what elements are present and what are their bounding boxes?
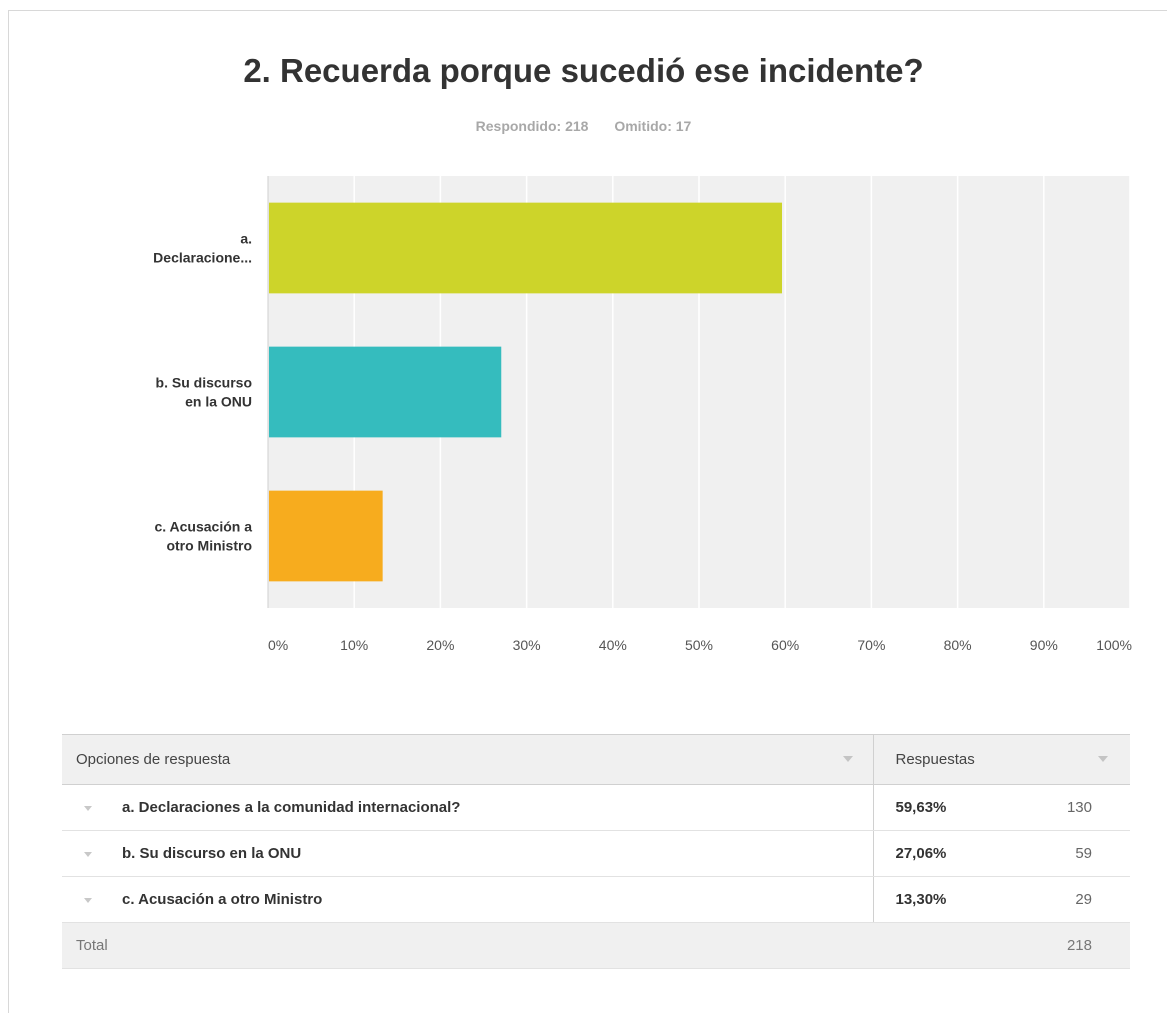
total-count: 218 <box>1003 922 1130 969</box>
bar <box>269 202 783 294</box>
category-label: otro Ministro <box>166 538 252 554</box>
bar-chart: a. Declaracione... b. Su discurso en la ONU… <box>153 176 1132 653</box>
x-tick-label: 70% <box>857 637 885 653</box>
category-label: c. Acusación a <box>154 519 252 535</box>
category-label: Declaracione... <box>153 250 252 266</box>
x-tick-label: 20% <box>426 637 454 653</box>
sort-arrow-icon[interactable] <box>842 756 853 762</box>
expand-caret-icon[interactable] <box>84 897 92 903</box>
sort-arrow-icon[interactable] <box>1098 756 1108 762</box>
option-cell: c. Acusación a otro Ministro <box>62 876 874 923</box>
expand-caret-icon[interactable] <box>84 851 92 857</box>
bar <box>269 490 383 582</box>
x-tick-label: 60% <box>771 637 799 653</box>
expand-caret-icon[interactable] <box>84 805 92 811</box>
percent-cell: 13,30% <box>873 876 1003 923</box>
response-table: Opciones de respuesta Respuestas a. Decl… <box>62 734 1130 969</box>
table-header-row: Opciones de respuesta Respuestas <box>62 734 1130 785</box>
option-cell: a. Declaraciones a la comunidad internac… <box>62 784 874 831</box>
x-tick-label: 80% <box>944 637 972 653</box>
question-panel <box>8 10 1167 1013</box>
total-row: Total 218 <box>62 922 1130 969</box>
bars-group <box>269 202 783 582</box>
category-label: b. Su discurso <box>156 375 252 391</box>
responses-header-label: Respuestas <box>895 751 975 768</box>
table-row: a. Declaraciones a la comunidad internac… <box>62 784 1130 831</box>
total-label: Total <box>62 922 873 969</box>
category-label: a. <box>240 231 252 247</box>
percent-cell: 59,63% <box>873 784 1003 831</box>
options-header-label: Opciones de respuesta <box>76 751 231 768</box>
count-cell: 130 <box>1003 784 1130 831</box>
responses-column-header[interactable]: Respuestas <box>873 734 1130 785</box>
table-row: c. Acusación a otro Ministro 13,30% 29 <box>62 876 1130 923</box>
table-row: b. Su discurso en la ONU 27,06% 59 <box>62 830 1130 877</box>
option-label: b. Su discurso en la ONU <box>122 845 302 862</box>
x-tick-labels: 0% 10% 20% 30% 40% 50% 60% 70% 80% 90% 100% <box>268 637 1132 653</box>
category-label: en la ONU <box>185 394 252 410</box>
count-cell: 29 <box>1003 876 1130 923</box>
x-tick-label: 30% <box>513 637 541 653</box>
options-column-header[interactable]: Opciones de respuesta <box>62 734 874 785</box>
x-tick-label: 50% <box>685 637 713 653</box>
x-tick-label: 0% <box>268 637 288 653</box>
option-label: c. Acusación a otro Ministro <box>122 891 323 908</box>
skipped-count: Omitido: 17 <box>614 118 692 134</box>
bar <box>269 346 502 438</box>
option-cell: b. Su discurso en la ONU <box>62 830 874 877</box>
answered-count: Respondido: 218 <box>475 118 589 134</box>
question-title: 2. Recuerda porque sucedió ese incidente… <box>243 52 924 89</box>
category-labels: a. Declaracione... b. Su discurso en la ONU… <box>153 231 252 554</box>
option-label: a. Declaraciones a la comunidad internac… <box>122 799 461 816</box>
x-tick-label: 10% <box>340 637 368 653</box>
percent-cell: 27,06% <box>873 830 1003 877</box>
x-tick-label: 90% <box>1030 637 1058 653</box>
total-spacer <box>873 922 1003 969</box>
x-tick-label: 40% <box>599 637 627 653</box>
count-cell: 59 <box>1003 830 1130 877</box>
x-tick-label: 100% <box>1096 637 1132 653</box>
response-summary: Respondido: 218 Omitido: 17 <box>0 118 1167 134</box>
